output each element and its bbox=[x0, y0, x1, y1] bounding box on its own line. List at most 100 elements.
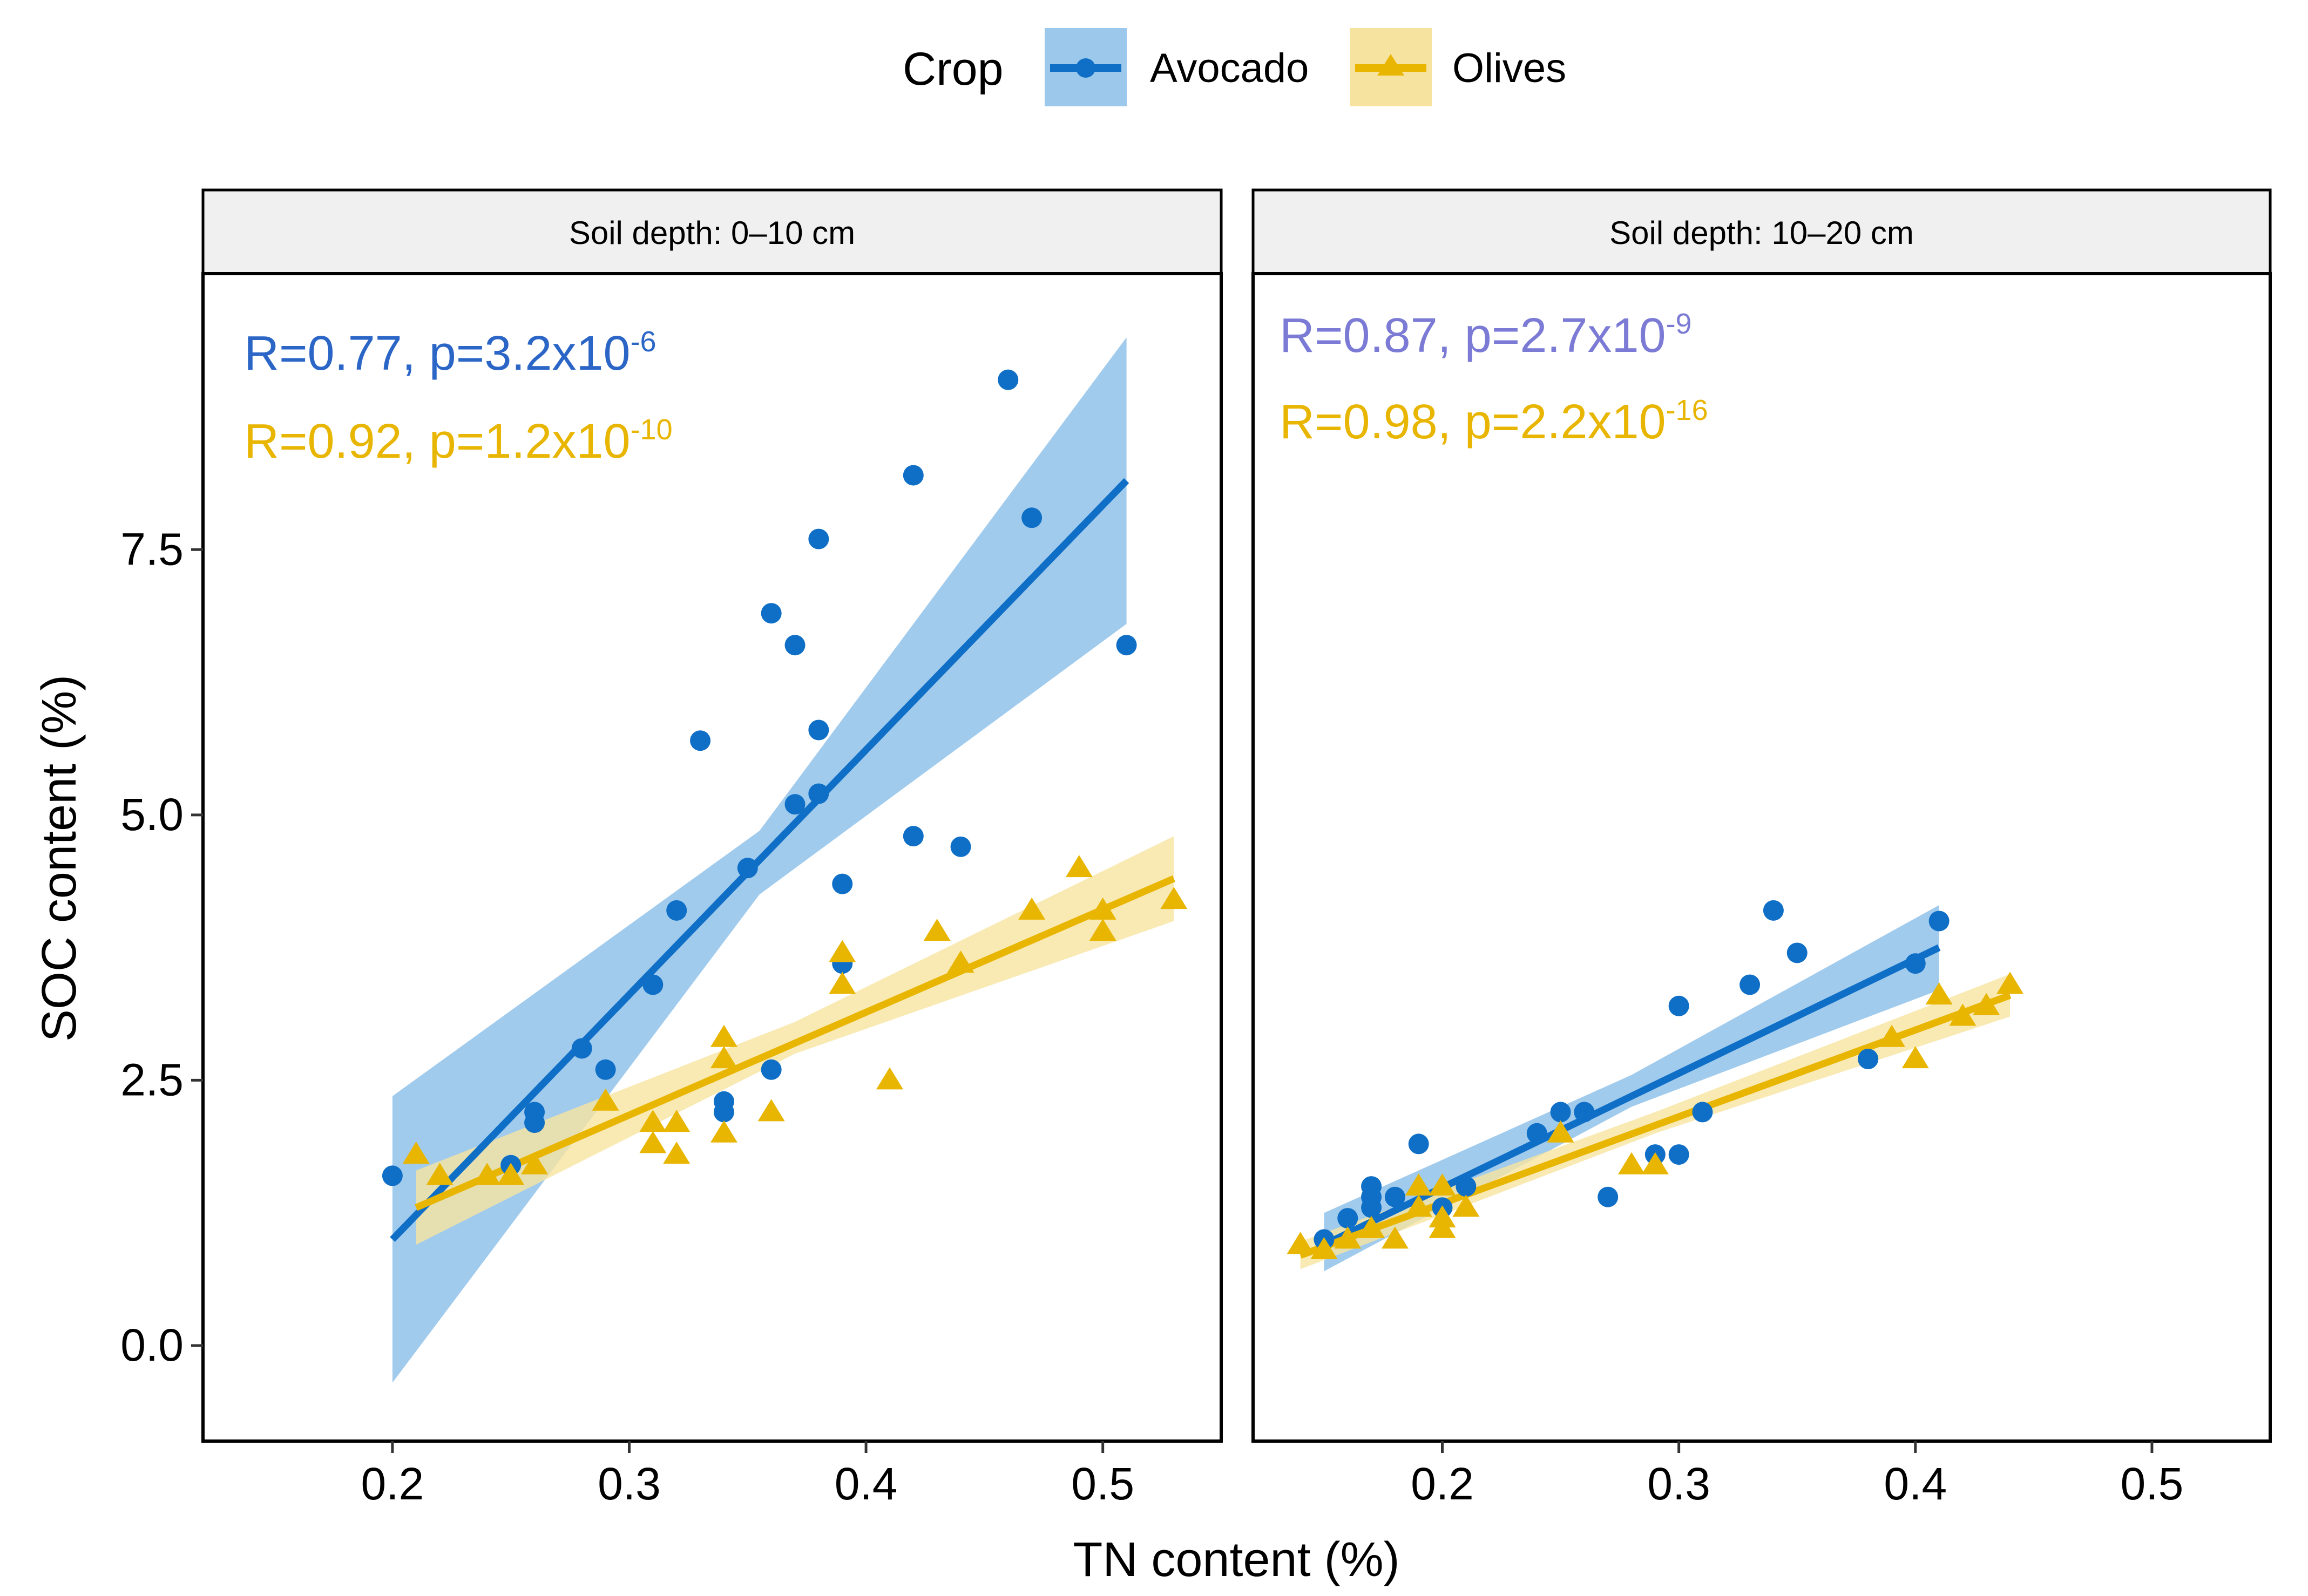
data-point-olives bbox=[947, 950, 974, 973]
data-point-olives bbox=[1973, 993, 2000, 1015]
y-tick-label: 7.5 bbox=[120, 524, 184, 574]
x-tick-label: 0.3 bbox=[1647, 1458, 1710, 1509]
annotation-exponent: -10 bbox=[631, 413, 673, 446]
x-tick-label: 0.5 bbox=[1071, 1458, 1134, 1509]
panel-title: Soil depth: 0–10 cm bbox=[569, 215, 855, 251]
data-point-avocado bbox=[903, 465, 924, 486]
panel-0-10cm: Soil depth: 0–10 cm R=0.77, p=3.2x10-6 R… bbox=[120, 188, 1223, 1509]
data-point-olives bbox=[1334, 1226, 1362, 1249]
data-point-avocado bbox=[1928, 911, 1950, 932]
data-point-avocado bbox=[832, 873, 853, 894]
data-point-olives bbox=[473, 1163, 501, 1185]
data-point-avocado bbox=[1763, 900, 1784, 921]
x-axis: 0.2 0.3 0.4 0.5 bbox=[361, 1441, 1134, 1509]
data-point-olives bbox=[1925, 982, 1953, 1005]
data-point-olives bbox=[639, 1110, 667, 1132]
annotation-exponent: -16 bbox=[1666, 394, 1708, 426]
data-point-avocado bbox=[1574, 1102, 1595, 1123]
x-tick-label: 0.3 bbox=[598, 1458, 661, 1509]
data-point-avocado bbox=[903, 826, 924, 847]
data-point-avocado bbox=[690, 730, 711, 751]
x-tick-label: 0.4 bbox=[1884, 1458, 1947, 1509]
plot-area bbox=[1251, 272, 2272, 1443]
data-point-olives bbox=[1429, 1215, 1456, 1238]
data-point-olives bbox=[1160, 887, 1188, 909]
data-point-olives bbox=[1358, 1215, 1385, 1238]
data-point-olives bbox=[710, 1046, 737, 1069]
data-point-avocado bbox=[1550, 1102, 1571, 1123]
data-point-avocado bbox=[1598, 1186, 1619, 1207]
data-point-olives bbox=[1381, 1226, 1409, 1249]
legend: Crop Avocado Olives bbox=[903, 28, 1566, 106]
data-point-avocado bbox=[950, 836, 971, 857]
y-tick-label: 0.0 bbox=[120, 1320, 184, 1370]
data-point-olives bbox=[426, 1163, 454, 1185]
annotation-base: R=0.87, p=2.7x10 bbox=[1280, 309, 1666, 363]
annotation-olives: R=0.92, p=1.2x10-10 bbox=[244, 413, 673, 468]
legend-label-olives: Olives bbox=[1452, 45, 1566, 91]
data-point-olives bbox=[757, 1099, 785, 1122]
data-point-olives bbox=[1878, 1024, 1905, 1047]
panel-10-20cm: Soil depth: 10–20 cm R=0.87, p=2.7x10-9 … bbox=[1251, 188, 2272, 1509]
fit-line-avocado bbox=[390, 478, 1129, 1242]
data-point-avocado bbox=[784, 794, 806, 815]
data-point-olives bbox=[1405, 1173, 1432, 1196]
data-point-olives bbox=[592, 1088, 619, 1111]
data-point-avocado bbox=[1384, 1186, 1405, 1207]
data-point-avocado bbox=[998, 369, 1019, 390]
data-point-avocado bbox=[1116, 635, 1137, 656]
data-point-avocado bbox=[1668, 1144, 1689, 1165]
data-point-olives bbox=[1901, 1046, 1929, 1069]
data-point-olives bbox=[497, 1163, 525, 1185]
data-point-avocado bbox=[642, 974, 664, 995]
annotation-exponent: -6 bbox=[631, 325, 656, 358]
y-axis: 0.0 2.5 5.0 7.5 bbox=[120, 524, 203, 1370]
data-point-olives bbox=[829, 940, 856, 962]
data-point-avocado bbox=[784, 635, 806, 656]
data-point-avocado bbox=[808, 783, 829, 804]
x-tick-label: 0.2 bbox=[1411, 1458, 1474, 1509]
data-point-olives bbox=[521, 1152, 549, 1174]
data-point-olives bbox=[1547, 1120, 1574, 1143]
annotation-base: R=0.77, p=3.2x10 bbox=[244, 327, 631, 381]
x-tick-label: 0.4 bbox=[835, 1458, 898, 1509]
data-point-olives bbox=[1287, 1232, 1314, 1254]
data-point-olives bbox=[402, 1142, 430, 1164]
data-point-olives bbox=[663, 1110, 691, 1132]
data-point-olives bbox=[1405, 1194, 1432, 1217]
data-point-avocado bbox=[1021, 507, 1043, 528]
panel-strip bbox=[201, 188, 1223, 275]
data-point-olives bbox=[1996, 972, 2024, 994]
data-point-olives bbox=[710, 1024, 737, 1047]
data-point-olives bbox=[829, 972, 856, 994]
data-point-avocado bbox=[1361, 1197, 1382, 1218]
panel-strip bbox=[1251, 188, 2272, 275]
legend-key-olives bbox=[1350, 28, 1432, 106]
legend-title: Crop bbox=[903, 43, 1003, 95]
data-point-avocado bbox=[1905, 953, 1926, 974]
data-point-avocado bbox=[595, 1059, 616, 1080]
data-point-avocado bbox=[524, 1112, 545, 1133]
x-axis-title: TN content (%) bbox=[1073, 1533, 1399, 1587]
annotation-avocado: R=0.77, p=3.2x10-6 bbox=[244, 325, 656, 381]
legend-label-avocado: Avocado bbox=[1150, 45, 1309, 91]
fit-line-olives bbox=[415, 875, 1175, 1211]
data-point-olives bbox=[1018, 897, 1046, 920]
data-point-avocado bbox=[666, 900, 687, 921]
panel-title: Soil depth: 10–20 cm bbox=[1609, 215, 1914, 251]
legend-key-avocado bbox=[1045, 28, 1127, 106]
annotation-exponent: -9 bbox=[1666, 308, 1692, 340]
data-point-avocado bbox=[713, 1102, 734, 1123]
data-point-avocado bbox=[737, 858, 758, 879]
data-point-olives bbox=[876, 1067, 903, 1090]
annotation-base: R=0.98, p=2.2x10 bbox=[1280, 395, 1666, 449]
y-tick-label: 5.0 bbox=[120, 789, 184, 840]
data-point-avocado bbox=[571, 1038, 592, 1059]
data-point-olives bbox=[1641, 1152, 1669, 1174]
data-point-avocado bbox=[761, 603, 782, 624]
data-point-avocado bbox=[1337, 1208, 1358, 1229]
data-point-avocado bbox=[808, 528, 829, 549]
data-point-avocado bbox=[1692, 1102, 1713, 1123]
data-point-avocado bbox=[808, 719, 829, 741]
